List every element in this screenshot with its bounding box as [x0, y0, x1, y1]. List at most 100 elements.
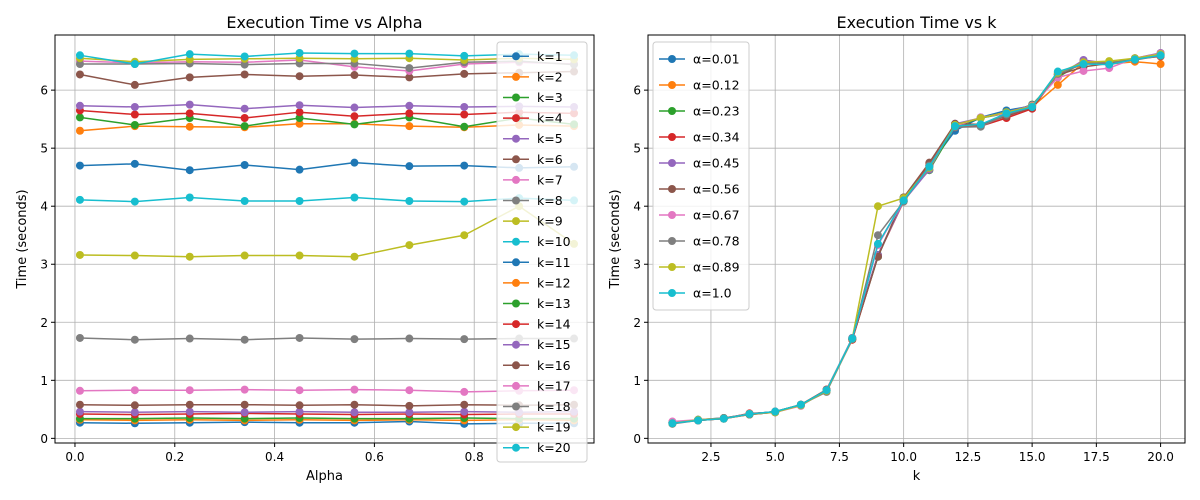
data-point	[240, 385, 249, 394]
legend-swatch-marker	[512, 175, 520, 184]
legend-swatch-marker	[668, 107, 676, 115]
x-tick-label: 0.4	[265, 450, 284, 464]
legend-label: α=0.23	[693, 104, 740, 119]
data-point	[796, 400, 805, 409]
legend-label: k=15	[537, 337, 571, 352]
series-line	[79, 52, 575, 65]
legend-label: α=1.0	[693, 286, 732, 301]
series-line	[79, 205, 575, 258]
legend-swatch-marker	[512, 340, 520, 349]
data-point	[668, 419, 677, 428]
series-line	[79, 60, 575, 69]
series-line	[79, 103, 575, 110]
data-point	[75, 126, 84, 135]
data-point	[460, 335, 469, 344]
data-point	[976, 120, 985, 129]
legend-swatch-marker	[512, 196, 520, 205]
x-tick-label: 0.0	[65, 450, 84, 464]
x-tick-label: 5.0	[766, 450, 785, 464]
data-point	[405, 73, 414, 82]
legend-swatch-marker	[668, 55, 676, 63]
data-point	[185, 386, 194, 395]
series-line	[79, 196, 575, 203]
data-point	[240, 161, 249, 169]
series-line	[79, 419, 575, 422]
legend-swatch-marker	[668, 263, 676, 271]
data-point	[350, 120, 359, 129]
data-point	[185, 73, 194, 82]
legend-label: k=2	[537, 69, 563, 84]
data-point	[295, 48, 304, 57]
data-point	[295, 108, 304, 117]
legend-item: α=0.12	[659, 78, 740, 93]
axes-frame	[647, 34, 1186, 444]
legend-label: α=0.34	[693, 130, 740, 145]
data-point	[240, 408, 249, 417]
series-α=1.0	[668, 51, 1165, 428]
legend-swatch-marker	[668, 237, 676, 245]
data-point	[925, 162, 934, 171]
x-tick-label: 2.5	[701, 450, 720, 464]
data-point	[240, 400, 249, 409]
legend-item: α=0.34	[659, 130, 740, 145]
data-point	[405, 334, 414, 343]
data-point	[873, 202, 882, 211]
legend-label: k=7	[537, 172, 563, 187]
data-point	[185, 100, 194, 109]
x-tick-label: 10.0	[890, 450, 917, 464]
data-point	[240, 196, 249, 205]
legend-item: k=12	[503, 275, 571, 290]
legend-item: k=1	[503, 49, 563, 64]
data-point	[240, 113, 249, 122]
legend-item: k=4	[503, 111, 563, 126]
data-point	[405, 109, 414, 118]
data-point	[185, 334, 194, 343]
series-k=8	[75, 333, 579, 344]
data-point	[405, 401, 414, 410]
legend-item: k=18	[503, 399, 571, 414]
legend-swatch-marker	[512, 381, 520, 390]
legend-item: k=20	[503, 440, 571, 455]
legend-label: k=13	[537, 296, 571, 311]
data-point	[405, 386, 414, 395]
x-tick-label: 0.8	[465, 450, 484, 464]
x-tick-label: 7.5	[830, 450, 849, 464]
legend-swatch-marker	[512, 155, 520, 164]
y-tick-label: 2	[40, 316, 48, 330]
data-point	[460, 387, 469, 396]
legend-label: α=0.78	[693, 234, 740, 249]
legend-swatch-marker	[512, 443, 520, 452]
data-point	[1002, 109, 1011, 118]
legend-label: k=17	[537, 378, 571, 393]
data-point	[350, 193, 359, 202]
legend-item: k=6	[503, 152, 563, 167]
y-tick-label: 3	[40, 258, 48, 272]
legend: k=1 k=2 k=3 k=4 k=5 k=6 k=7 k=8 k=9 k=10 k=11 k=12 k…	[496, 41, 588, 463]
y-axis-label: Time (seconds)	[608, 189, 623, 289]
data-point	[1156, 60, 1165, 69]
data-point	[130, 102, 139, 111]
series-k=11	[75, 158, 579, 175]
data-point	[295, 72, 304, 81]
ticks: 2.5 5.0 7.5 10.0 12.5 15.0 17.5 20.0 0 1 2 3 4 5 6	[633, 84, 1174, 464]
data-point	[350, 385, 359, 394]
data-point	[405, 162, 414, 171]
data-point	[240, 122, 249, 131]
legend-swatch-marker	[512, 237, 520, 246]
data-point	[295, 165, 304, 174]
data-point	[75, 386, 84, 395]
data-point	[694, 416, 703, 425]
legend-swatch-marker	[512, 114, 520, 123]
series-line	[79, 109, 575, 119]
y-tick-label: 0	[40, 432, 48, 446]
legend-item: k=2	[503, 69, 563, 84]
legend-label: k=5	[537, 131, 563, 146]
data-point	[350, 112, 359, 121]
series-line	[672, 54, 1161, 425]
data-point	[240, 251, 249, 260]
legend-swatch-marker	[668, 185, 676, 193]
x-axis-label: Alpha	[306, 469, 343, 484]
legend-swatch-marker	[512, 320, 520, 329]
data-point	[130, 120, 139, 129]
